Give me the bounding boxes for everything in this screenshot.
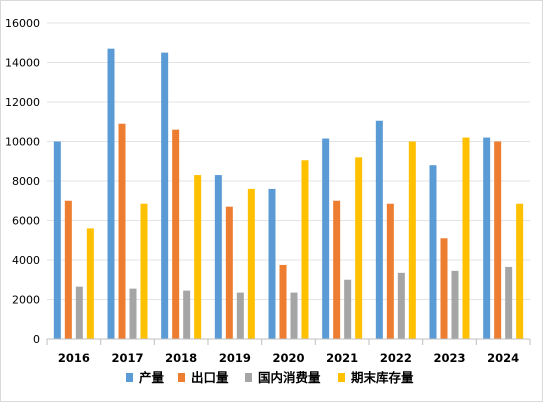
bar-2020-series-1 xyxy=(279,264,287,339)
bar-2016-series-2 xyxy=(75,286,83,339)
y-tick-label: 12000 xyxy=(5,96,40,109)
bar-2022-series-1 xyxy=(386,203,394,339)
y-tick-label: 14000 xyxy=(5,57,40,70)
y-tick-label: 0 xyxy=(33,333,40,346)
x-tick-label: 2023 xyxy=(433,351,465,365)
legend-swatch-1 xyxy=(178,373,185,382)
bar-2017-series-1 xyxy=(118,123,126,339)
x-tick-label: 2024 xyxy=(487,351,519,365)
bar-2024-series-0 xyxy=(483,137,491,339)
legend-label-2: 国内消费量 xyxy=(258,370,321,385)
y-tick-label: 6000 xyxy=(12,215,40,228)
bar-2024-series-2 xyxy=(505,266,513,339)
x-axis: 2016 2017 2018 2019 2020 2021 2022 2023 2024 xyxy=(46,338,531,365)
bar-2024-series-1 xyxy=(494,141,502,339)
bar-2024-series-3 xyxy=(516,203,524,339)
bar-2017-series-2 xyxy=(129,288,137,339)
legend-swatch-3 xyxy=(338,373,345,382)
bar-2016-series-0 xyxy=(53,141,61,339)
bar-2021-series-0 xyxy=(322,138,330,339)
x-tick-label: 2017 xyxy=(111,351,143,365)
legend: 产量 出口量 国内消费量 期末库存量 xyxy=(126,370,414,385)
bar-2023-series-2 xyxy=(451,270,459,339)
bar-2019-series-1 xyxy=(225,206,233,339)
y-axis: 0 2000 4000 6000 8000 10000 12000 14000 16000 xyxy=(5,17,40,346)
bars xyxy=(53,48,524,340)
bar-2023-series-3 xyxy=(462,137,470,339)
bar-2019-series-0 xyxy=(214,175,222,339)
y-tick-label: 4000 xyxy=(12,254,40,267)
bar-2020-series-3 xyxy=(301,160,309,339)
legend-label-3: 期末库存量 xyxy=(351,370,414,385)
bar-2022-series-2 xyxy=(397,272,405,339)
legend-label-1: 出口量 xyxy=(191,370,229,385)
bar-2020-series-2 xyxy=(290,292,298,339)
bar-2019-series-2 xyxy=(236,292,244,339)
y-tick-label: 2000 xyxy=(12,294,40,307)
y-tick-label: 10000 xyxy=(5,136,40,149)
bar-2021-series-3 xyxy=(355,157,363,339)
bar-2018-series-2 xyxy=(183,290,191,339)
legend-label-0: 产量 xyxy=(139,370,165,385)
y-tick-label: 8000 xyxy=(12,175,40,188)
legend-swatch-2 xyxy=(245,373,252,382)
x-tick-label: 2018 xyxy=(165,351,197,365)
bar-2017-series-0 xyxy=(107,48,115,340)
x-tick-label: 2019 xyxy=(219,351,251,365)
bar-2016-series-1 xyxy=(64,200,72,339)
bar-2019-series-3 xyxy=(247,188,255,339)
bar-2020-series-0 xyxy=(268,188,276,339)
x-tick-label: 2021 xyxy=(326,351,358,365)
bar-2021-series-1 xyxy=(333,200,341,339)
legend-swatch-0 xyxy=(126,373,133,382)
y-tick-label: 16000 xyxy=(5,17,40,30)
bar-2022-series-0 xyxy=(375,120,383,339)
bar-2023-series-1 xyxy=(440,238,448,339)
gridlines xyxy=(47,22,530,300)
bar-2022-series-3 xyxy=(408,141,416,339)
bar-2018-series-1 xyxy=(172,129,180,339)
x-tick-label: 2020 xyxy=(272,351,304,365)
bar-2021-series-2 xyxy=(344,279,352,339)
bar-2016-series-3 xyxy=(86,228,94,339)
bar-2017-series-3 xyxy=(140,203,148,339)
x-tick-label: 2016 xyxy=(58,351,90,365)
bar-2018-series-0 xyxy=(161,52,169,339)
bar-2018-series-3 xyxy=(194,175,202,339)
bar-2023-series-0 xyxy=(429,165,437,339)
x-tick-label: 2022 xyxy=(380,351,412,365)
